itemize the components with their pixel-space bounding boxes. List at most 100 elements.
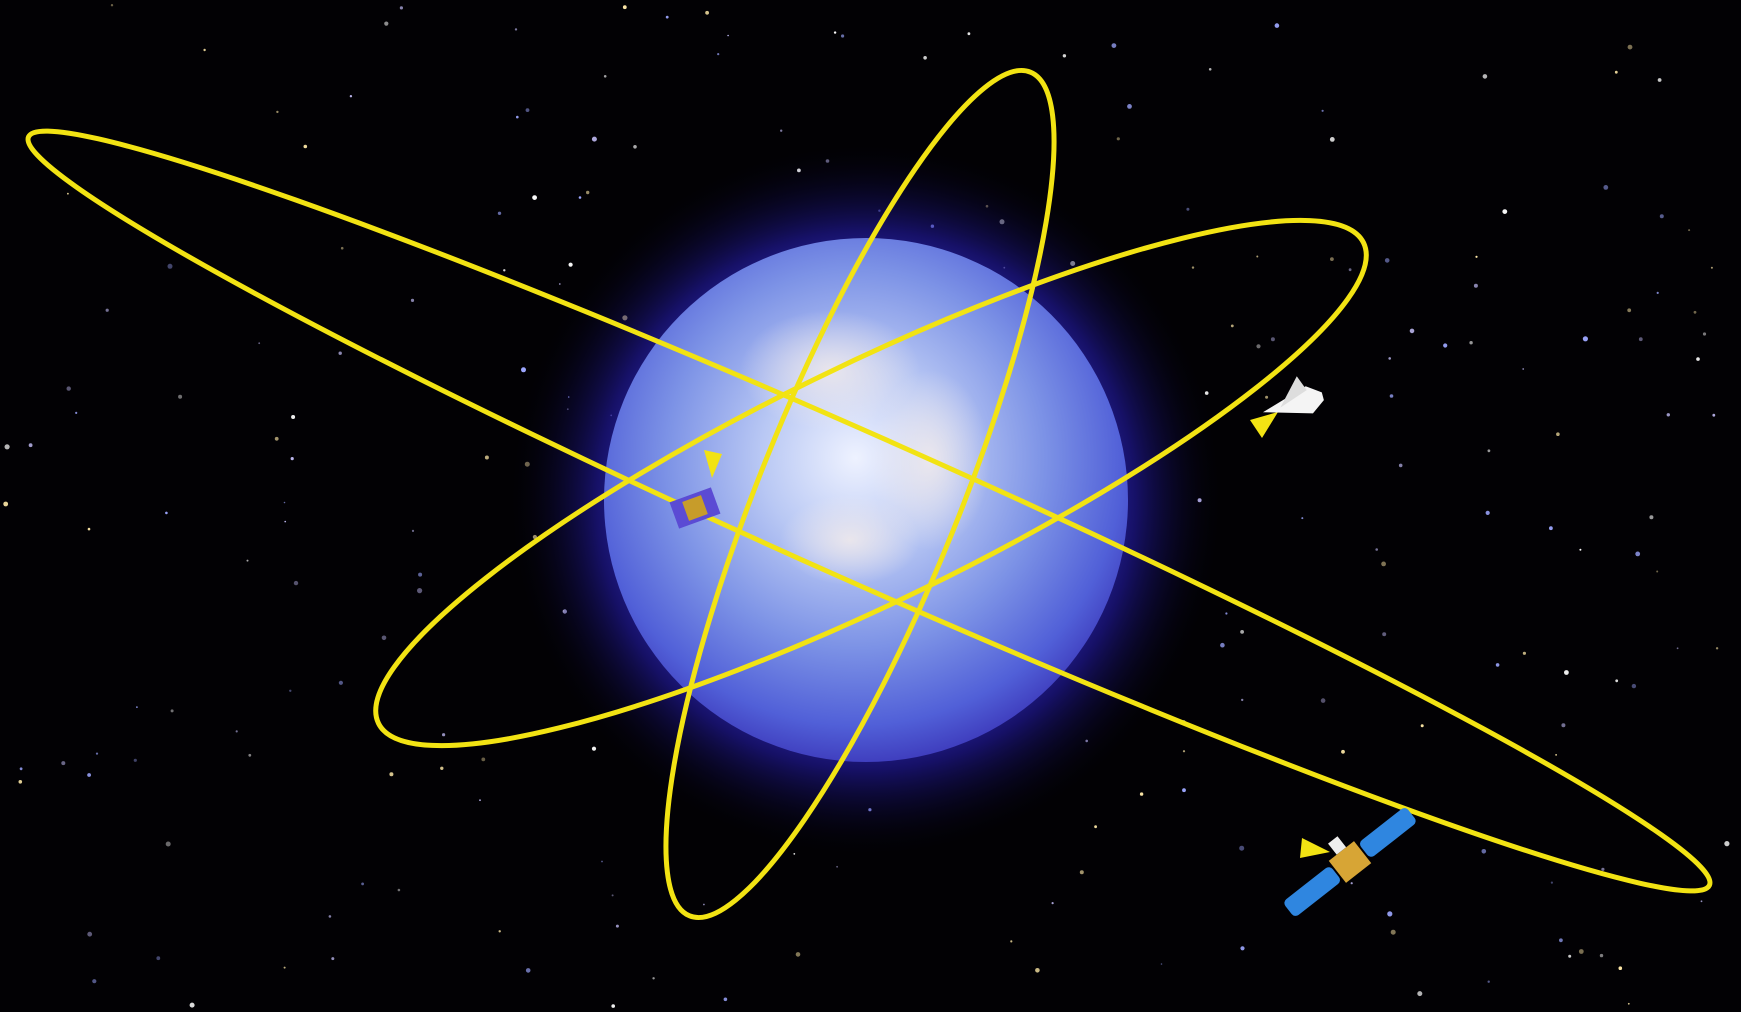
satellite-panel bbox=[1360, 808, 1416, 857]
star bbox=[411, 529, 415, 533]
star bbox=[276, 110, 279, 114]
star bbox=[1614, 70, 1618, 74]
star bbox=[1696, 357, 1700, 361]
star bbox=[1094, 825, 1097, 829]
star bbox=[532, 195, 537, 201]
star bbox=[1139, 792, 1144, 796]
star bbox=[1320, 698, 1326, 703]
star bbox=[417, 588, 423, 594]
star bbox=[283, 501, 286, 504]
shuttle-wing bbox=[1280, 376, 1307, 408]
star bbox=[66, 386, 71, 391]
star bbox=[703, 903, 705, 906]
star bbox=[1724, 841, 1730, 847]
arrow bbox=[1250, 412, 1278, 438]
star bbox=[389, 772, 394, 777]
star bbox=[1348, 268, 1352, 272]
star bbox=[92, 979, 97, 984]
star bbox=[1522, 651, 1526, 655]
star bbox=[338, 351, 342, 355]
star bbox=[652, 977, 655, 980]
star bbox=[1627, 1002, 1630, 1005]
star bbox=[75, 411, 78, 414]
star bbox=[1700, 900, 1703, 903]
star bbox=[1693, 310, 1697, 314]
star bbox=[3, 501, 9, 507]
star bbox=[87, 773, 91, 777]
star bbox=[833, 31, 837, 34]
star bbox=[1638, 337, 1643, 342]
star bbox=[1420, 724, 1424, 728]
star bbox=[1649, 515, 1654, 520]
star bbox=[1555, 754, 1557, 756]
star bbox=[1564, 670, 1569, 675]
star bbox=[170, 709, 174, 713]
star bbox=[274, 436, 279, 441]
orbit bbox=[373, 217, 1369, 749]
star bbox=[338, 680, 343, 685]
star bbox=[484, 455, 489, 460]
star bbox=[1495, 663, 1500, 667]
star bbox=[203, 48, 206, 52]
star bbox=[284, 520, 287, 523]
star bbox=[165, 511, 168, 515]
star bbox=[1010, 940, 1013, 943]
star bbox=[1549, 526, 1553, 531]
star bbox=[568, 262, 573, 267]
star bbox=[705, 10, 709, 15]
satellite-antenna bbox=[1328, 836, 1347, 855]
star bbox=[1615, 679, 1619, 683]
star bbox=[410, 298, 415, 302]
star bbox=[110, 3, 114, 7]
star bbox=[586, 190, 590, 195]
star bbox=[328, 915, 332, 918]
star bbox=[1160, 963, 1163, 965]
star bbox=[1601, 867, 1605, 871]
star bbox=[1208, 68, 1212, 71]
star bbox=[1556, 432, 1560, 437]
star bbox=[381, 635, 387, 641]
star bbox=[967, 32, 971, 36]
star bbox=[1035, 968, 1040, 973]
star bbox=[795, 952, 801, 957]
star bbox=[1230, 324, 1234, 328]
star bbox=[1382, 632, 1387, 637]
star bbox=[1127, 104, 1132, 109]
star bbox=[18, 780, 23, 784]
star bbox=[1710, 266, 1713, 269]
star bbox=[558, 283, 561, 285]
star bbox=[1473, 283, 1478, 288]
star bbox=[1062, 54, 1067, 58]
star bbox=[836, 865, 838, 868]
star bbox=[1657, 78, 1662, 82]
star bbox=[1186, 207, 1190, 211]
star bbox=[1270, 337, 1275, 342]
star bbox=[105, 308, 109, 312]
star bbox=[1712, 413, 1716, 417]
shuttle-body bbox=[1262, 386, 1324, 414]
star bbox=[283, 966, 286, 969]
star bbox=[1182, 750, 1186, 753]
star bbox=[1561, 723, 1566, 728]
star bbox=[793, 853, 796, 855]
star bbox=[1635, 551, 1641, 557]
star bbox=[1550, 881, 1553, 884]
star bbox=[923, 56, 927, 60]
star bbox=[1256, 255, 1259, 258]
star bbox=[1417, 991, 1423, 997]
star bbox=[1384, 258, 1390, 263]
star bbox=[665, 15, 669, 19]
star bbox=[1666, 413, 1671, 417]
star bbox=[514, 28, 518, 31]
star bbox=[1599, 953, 1604, 958]
star bbox=[1240, 946, 1245, 951]
star bbox=[1389, 394, 1394, 398]
satellite bbox=[669, 487, 721, 529]
star bbox=[442, 733, 446, 737]
star bbox=[1688, 229, 1691, 232]
star bbox=[1390, 929, 1396, 935]
arrow bbox=[1300, 838, 1330, 858]
star bbox=[1702, 332, 1707, 336]
star bbox=[136, 706, 138, 708]
star bbox=[1502, 209, 1508, 215]
